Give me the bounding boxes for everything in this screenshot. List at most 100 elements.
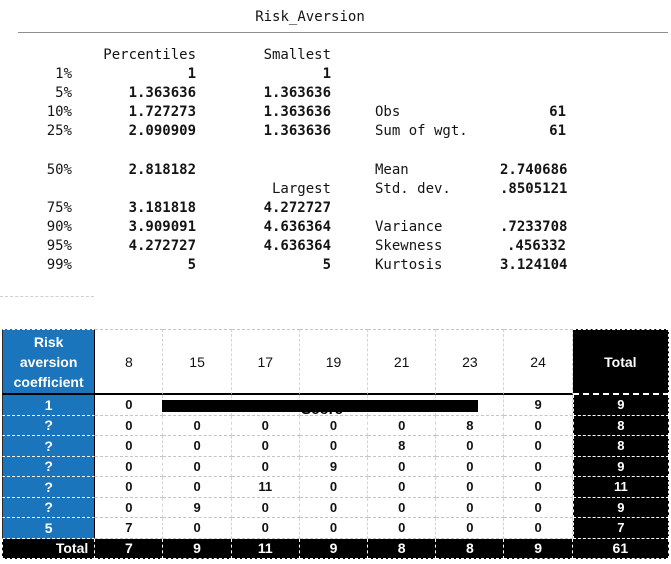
summary-rows: Percentiles Smallest 1% 1 1 5% 1.363636 …	[0, 46, 671, 275]
stat-label: Skewness	[375, 237, 443, 254]
pct-label: 75%	[46, 199, 72, 216]
pct-label: 10%	[46, 104, 72, 121]
row-label: ?	[2, 436, 96, 457]
count-cell: 7	[95, 518, 164, 539]
count-cell: 0	[504, 497, 573, 518]
stat-value: .456332	[506, 237, 566, 254]
percentile-value: 5	[187, 257, 196, 274]
count-cell: 0	[95, 477, 164, 498]
summary-row: 5% 1.363636 1.363636	[0, 84, 671, 103]
count-cell: 8	[368, 436, 437, 457]
count-cell: 0	[504, 518, 573, 539]
crosstab-row: ? 0 9 0 0 0 0 0 9	[2, 497, 669, 518]
count-cell: 0	[163, 456, 232, 477]
row-label: ?	[2, 497, 96, 518]
score-column-header: 19	[299, 329, 369, 395]
corner-line: Risk	[33, 333, 64, 350]
summary-row: 75% 3.181818 4.272727	[0, 199, 671, 218]
stat-value: 61	[549, 104, 566, 121]
largest-value: 4.272727	[263, 199, 331, 216]
count-cell: 0	[504, 415, 573, 436]
summary-row: 1% 1 1	[0, 65, 671, 84]
row-label: ?	[2, 456, 96, 477]
crosstab-row: ? 0 0 0 0 8 0 0 8	[2, 436, 669, 457]
count-cell: 0	[504, 456, 573, 477]
count-cell: 0	[95, 456, 164, 477]
count-cell: 0	[95, 395, 164, 416]
summary-blank-row	[0, 141, 671, 160]
horizontal-rule	[18, 32, 668, 33]
largest-value: 5	[322, 257, 331, 274]
column-total-cell: 8	[368, 538, 437, 559]
row-total-cell: 9	[572, 395, 669, 416]
pct-label: 50%	[46, 161, 72, 178]
corner-line: coefficient	[13, 373, 84, 390]
smallest-value: 1.363636	[263, 104, 331, 121]
count-cell: 0	[163, 477, 232, 498]
crosstab-header-row: Risk aversion coefficient 8 15 17 19 21 …	[2, 329, 669, 395]
column-total-cell: 9	[163, 538, 232, 559]
column-total-cell: 8	[436, 538, 505, 559]
score-column-header: 8	[95, 329, 164, 395]
percentile-value	[72, 180, 196, 199]
count-cell: 0	[95, 415, 164, 436]
percentile-value: 1.363636	[128, 85, 196, 102]
count-cell: 0	[368, 477, 437, 498]
count-cell: 9	[163, 497, 232, 518]
stat-label: Sum of wgt.	[375, 123, 468, 140]
gridline-artifact	[0, 296, 94, 297]
count-cell: 0	[231, 415, 300, 436]
count-cell: 0	[163, 415, 232, 436]
stat-label: Mean	[375, 161, 409, 178]
column-total-cell: 9	[299, 538, 369, 559]
count-cell: 0	[504, 477, 573, 498]
summary-row: Largest Std. dev. .8505121	[0, 180, 671, 199]
row-total-cell: 11	[572, 477, 669, 498]
count-cell: 0	[368, 456, 437, 477]
summary-section: Risk_Aversion Percentiles Smallest 1% 1 …	[0, 9, 671, 275]
smallest-value: 1.363636	[263, 85, 331, 102]
count-cell: 0	[436, 436, 505, 457]
summary-row: 90% 3.909091 4.636364 Variance .7233708	[0, 218, 671, 237]
stat-value: 2.740686	[500, 161, 568, 178]
score-column-header: 21	[368, 329, 437, 395]
percentile-value: 1.727273	[128, 104, 196, 121]
pct-label: 1%	[55, 66, 72, 83]
redaction-bar	[162, 400, 478, 412]
summary-header-row: Percentiles Smallest	[0, 46, 671, 65]
summary-row: 50% 2.818182 Mean 2.740686	[0, 161, 671, 180]
count-cell: 0	[95, 436, 164, 457]
percentile-value: 1	[187, 66, 196, 83]
row-label: 5	[2, 518, 96, 539]
count-cell: 0	[436, 477, 505, 498]
count-cell: 0	[299, 518, 369, 539]
stat-value: .8505121	[500, 180, 568, 197]
row-label: ?	[2, 477, 96, 498]
count-cell: 0	[299, 436, 369, 457]
stat-value: .7233708	[500, 218, 568, 235]
largest-header: Largest	[271, 180, 331, 197]
pct-label: 25%	[46, 123, 72, 140]
largest-value: 4.636364	[263, 237, 331, 254]
grand-total-cell: 61	[572, 538, 669, 559]
score-column-header: 17	[231, 329, 300, 395]
column-total-cell: 7	[95, 538, 164, 559]
row-total-cell: 8	[572, 436, 669, 457]
count-cell: 0	[163, 518, 232, 539]
count-cell: 11	[231, 477, 300, 498]
row-total-cell: 7	[572, 518, 669, 539]
summary-row: 25% 2.090909 1.363636 Sum of wgt. 61	[0, 122, 671, 141]
stat-label: Obs	[375, 104, 401, 121]
percentiles-header: Percentiles	[103, 47, 196, 63]
count-cell: 0	[504, 436, 573, 457]
crosstab-row: ? 0 0 0 9 0 0 0 9	[2, 456, 669, 477]
percentile-value: 2.090909	[128, 123, 196, 140]
score-column-header: 15	[163, 329, 232, 395]
crosstab-row: 5 7 0 0 0 0 0 0 7	[2, 518, 669, 539]
corner-header-cell: Risk aversion coefficient	[2, 329, 96, 395]
crosstab-row: ? 0 0 0 0 0 8 0 8	[2, 415, 669, 436]
stat-label: Kurtosis	[375, 257, 443, 274]
count-cell: 9	[299, 456, 369, 477]
row-total-cell: 9	[572, 497, 669, 518]
stat-value: 61	[549, 123, 566, 140]
